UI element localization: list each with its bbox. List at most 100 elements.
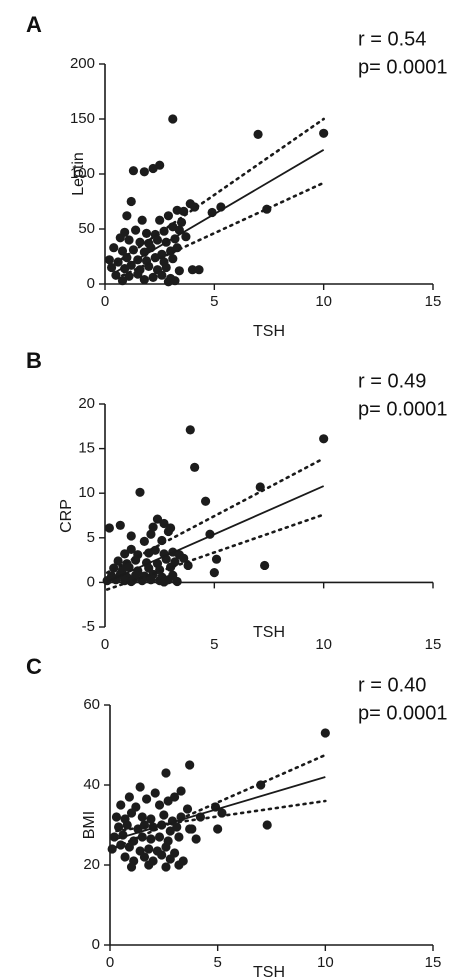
chart-0-data-point [135, 237, 145, 247]
chart-1-data-point [146, 575, 156, 585]
chart-2-data-point [146, 834, 156, 844]
chart-2-data-point [150, 788, 160, 798]
chart-2-data-point [137, 832, 147, 842]
chart-2-panel-letter: C [26, 654, 42, 679]
chart-1-data-point [126, 544, 136, 554]
chart-0-data-point [150, 253, 160, 263]
chart-1-data-point [172, 576, 182, 587]
chart-2-data-point [114, 822, 124, 832]
chart-2-data-point [159, 810, 169, 820]
chart-0-data-point [117, 246, 128, 256]
chart-0-data-point [194, 265, 204, 275]
chart-2-data-point [144, 860, 154, 870]
chart-1-data-point [146, 529, 156, 539]
chart-0-y-axis-title: Leptin [70, 152, 87, 196]
chart-2-data-point [161, 768, 171, 778]
chart-2-data-point [154, 832, 165, 842]
chart-2-data-point [161, 862, 171, 872]
chart-1-regression-line [106, 485, 325, 583]
chart-2-data-point [142, 794, 152, 804]
chart-0-data-point [139, 167, 149, 177]
chart-2-y-axis-title: BMI [81, 811, 98, 839]
chart-0-data-point [168, 114, 178, 124]
chart-0-x-tick-label: 0 [101, 293, 109, 310]
chart-0-data-point [187, 265, 198, 275]
chart-1-data-point [152, 514, 163, 524]
chart-2-data-point [126, 862, 137, 872]
chart-2-data-point [172, 822, 182, 832]
chart-2-y-tick-label: 0 [92, 936, 100, 953]
chart-1-data-point [126, 531, 136, 541]
chart-2-x-tick-label: 15 [425, 954, 442, 971]
chart-2-data-point [170, 792, 180, 802]
chart-1-y-axis-title: CRP [58, 499, 75, 533]
chart-0-y-tick-label: 200 [70, 55, 95, 72]
chart-2-data-point [182, 804, 193, 814]
chart-0-x-tick-label: 10 [315, 293, 332, 310]
chart-0-y-tick-label: 0 [87, 275, 95, 292]
chart-1-data-point [319, 434, 329, 444]
chart-1-x-tick-label: 5 [210, 636, 218, 653]
chart-2-regression-line [116, 776, 326, 840]
chart-0-data-point [122, 211, 132, 221]
chart-2-data-point [137, 812, 147, 822]
chart-0-data-point [115, 233, 125, 243]
chart-0-y-tick-label: 150 [70, 110, 95, 127]
chart-2-data-point [185, 760, 195, 770]
chart-1-data-point [190, 462, 200, 472]
chart-1-data-point [211, 554, 222, 564]
chart-0-panel-letter: A [26, 12, 42, 37]
chart-1-y-tick-label: 10 [78, 484, 95, 501]
chart-1-y-tick-label: 15 [78, 440, 95, 457]
chart-1-data-point [260, 560, 270, 571]
chart-1-data-point [120, 549, 130, 559]
chart-2-x-tick-label: 10 [317, 954, 334, 971]
chart-2-data-point [191, 834, 201, 844]
chart-2-data-point [107, 844, 117, 854]
chart-2-data-point [144, 844, 154, 854]
chart-0-data-point [161, 262, 171, 273]
chart-0-data-point [141, 228, 152, 238]
chart-2-data-point [124, 792, 134, 802]
chart-1-data-point [115, 520, 125, 530]
chart-1-x-tick-label: 0 [101, 636, 109, 653]
chart-1-ci-upper-line [105, 457, 325, 574]
chart-2-data-point [146, 814, 156, 824]
chart-2-data-point [174, 832, 184, 842]
chart-0-data-point [148, 272, 158, 282]
chart-1-x-axis-title: TSH [253, 624, 285, 641]
chart-1-y-tick-label: 5 [87, 529, 95, 546]
chart-2-data-point [116, 800, 126, 810]
chart-1-annotation-r: r = 0.49 [358, 370, 426, 392]
chart-0-data-point [117, 276, 128, 286]
chart-2-y-tick-label: 60 [83, 696, 100, 713]
chart-2-data-point [262, 820, 272, 830]
chart-2-annotation-r: r = 0.40 [358, 674, 426, 696]
chart-1-data-point [159, 518, 169, 529]
chart-1-y-tick-label: 20 [78, 395, 95, 412]
chart-1-data-point [183, 560, 193, 571]
chart-2-data-point [165, 854, 175, 864]
chart-1-data-point [135, 487, 145, 497]
chart-2-x-tick-label: 5 [213, 954, 221, 971]
chart-1-data-point [179, 553, 189, 563]
chart-0-x-tick-label: 15 [425, 293, 442, 310]
chart-2-data-point [185, 824, 195, 834]
chart-1-data-point [163, 526, 174, 537]
chart-0-data-point [139, 275, 149, 285]
chart-2-data-point [109, 832, 119, 842]
chart-2-ci-upper-line [115, 753, 327, 849]
chart-0-data-point [168, 254, 178, 264]
chart-0-data-point [128, 166, 139, 176]
chart-0-panel: Ar = 0.54 p= 0.0001 0 50 100 150 200 0 5 10 15 TSH L… [26, 12, 448, 340]
chart-1-data-point [185, 425, 195, 435]
chart-0-data-point [104, 255, 114, 265]
chart-1-data-point [155, 565, 165, 575]
chart-0-data-point [126, 260, 136, 270]
chart-1-data-point [104, 523, 114, 533]
chart-0-data-point [155, 215, 165, 225]
chart-0-data-point [133, 269, 143, 279]
chart-2-data-point [126, 808, 137, 818]
chart-2-data-point [122, 820, 132, 830]
